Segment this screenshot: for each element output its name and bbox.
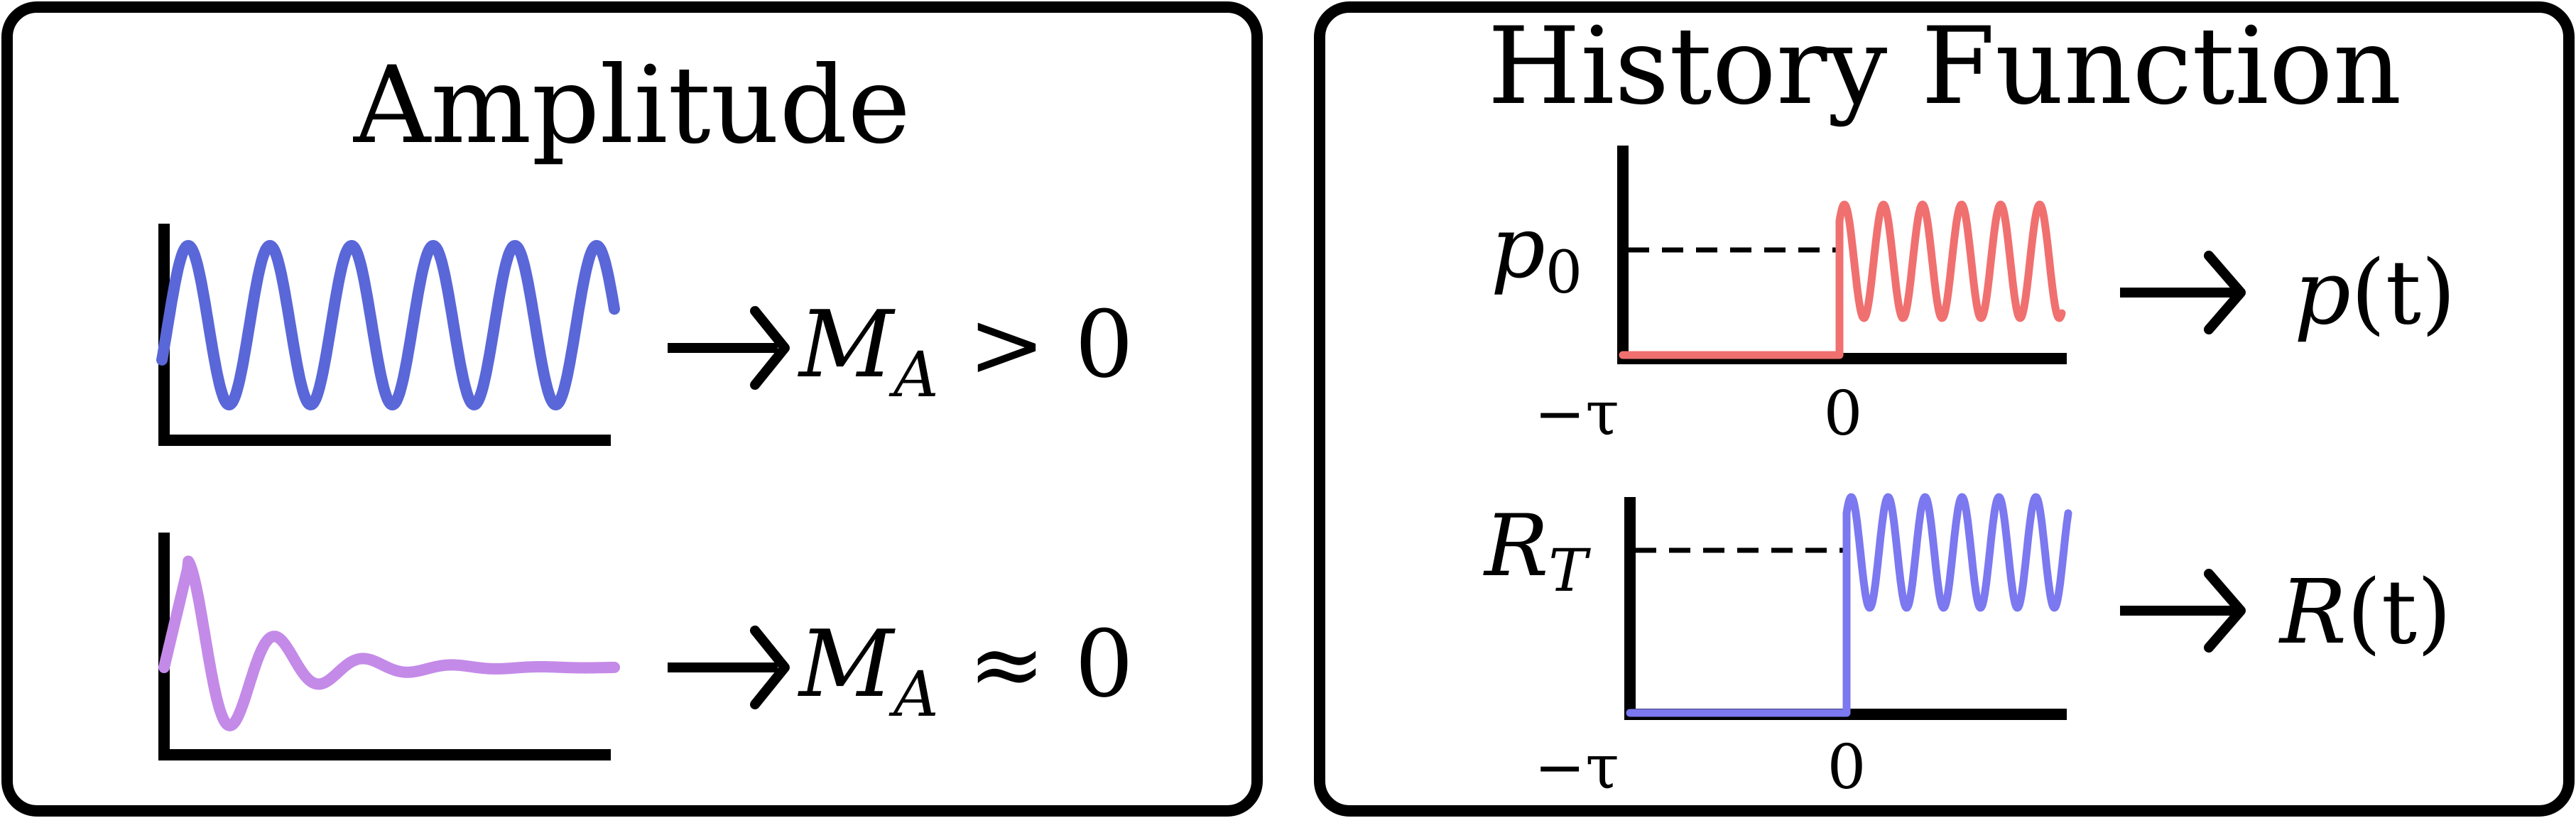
history-title: History Function xyxy=(1488,5,2402,129)
r-output-label: R(t) xyxy=(2278,561,2452,664)
sustained-wave-curve xyxy=(156,240,620,410)
r-tick-minus-tau: −τ xyxy=(1534,732,1619,803)
p-tick-zero: 0 xyxy=(1824,378,1863,449)
history-function-panel: History Function p0 −τ 0 p(t) xyxy=(1314,1,2575,817)
damped-label: MA ≈ 0 xyxy=(798,610,1134,731)
damped-axes xyxy=(158,533,611,760)
p-arrow xyxy=(2120,251,2246,334)
sustained-oscillation-row: MA > 0 xyxy=(156,224,1134,446)
damped-oscillation-row: MA ≈ 0 xyxy=(158,533,1134,760)
r-history-row: RT −τ 0 R(t) xyxy=(1483,493,2452,803)
amplitude-title: Amplitude xyxy=(353,44,911,168)
sustained-label: MA > 0 xyxy=(798,290,1134,411)
p0-label: p0 xyxy=(1491,199,1582,307)
r-history-curve xyxy=(1626,493,2072,717)
sustained-arrow xyxy=(668,306,790,390)
p-history-row: p0 −τ 0 p(t) xyxy=(1491,146,2456,449)
amplitude-panel-frame xyxy=(1,1,1263,817)
r-tick-zero: 0 xyxy=(1827,732,1866,803)
p-output-label: p(t) xyxy=(2294,241,2456,344)
p-tick-minus-tau: −τ xyxy=(1534,378,1619,449)
sustained-axes xyxy=(158,224,611,446)
damped-wave-curve xyxy=(158,555,620,731)
rt-label: RT xyxy=(1483,497,1591,605)
amplitude-panel: Amplitude MA > 0 MA ≈ 0 xyxy=(1,1,1263,817)
p-history-curve xyxy=(1619,200,2066,359)
damped-arrow xyxy=(668,626,790,709)
r-arrow xyxy=(2120,569,2246,653)
